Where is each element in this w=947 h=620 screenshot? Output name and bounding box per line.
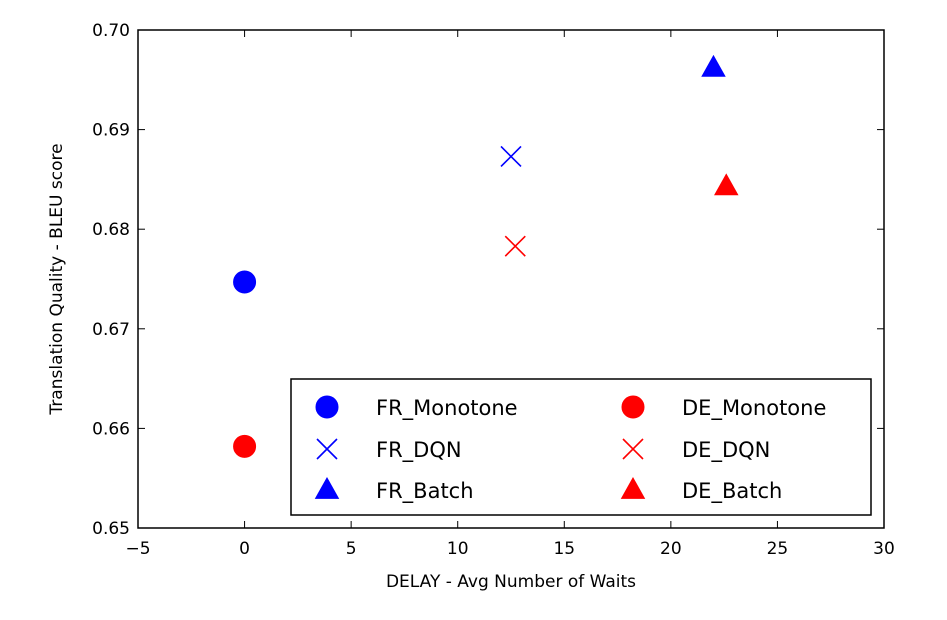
x-tick-label: 20	[660, 539, 682, 559]
legend-marker	[314, 476, 340, 499]
legend-label: FR_Batch	[376, 479, 474, 504]
y-axis-title: Translation Quality - BLEU score	[47, 143, 67, 415]
data-point	[504, 235, 526, 257]
legend-marker	[316, 438, 338, 460]
legend: FR_Monotone FR_DQN FR_Batch DE_Monotone DE_D…	[290, 378, 872, 516]
plot-frame	[137, 29, 885, 529]
y-tick-label: 0.68	[92, 220, 130, 240]
data-point	[233, 270, 257, 294]
legend-label: FR_DQN	[376, 438, 462, 463]
data-point	[233, 434, 257, 458]
x-tick-label: 15	[553, 539, 575, 559]
x-tick-label: −5	[125, 539, 150, 559]
data-point	[714, 173, 739, 196]
legend-marker	[621, 395, 645, 419]
legend-label: DE_DQN	[682, 438, 770, 463]
y-tick-label: 0.66	[92, 419, 130, 439]
y-tick-label: 0.67	[92, 320, 130, 340]
legend-label: DE_Monotone	[682, 396, 826, 421]
x-tick-label: 5	[346, 539, 357, 559]
points-layer	[233, 54, 739, 458]
y-tick-label: 0.70	[92, 21, 130, 41]
x-tick-label: 25	[767, 539, 789, 559]
legend-label: DE_Batch	[682, 479, 782, 504]
y-tick-label: 0.69	[92, 121, 130, 141]
data-point	[701, 54, 726, 77]
legend-box	[290, 378, 872, 516]
legend-marker	[620, 476, 646, 499]
x-tick-label: 30	[873, 539, 895, 559]
x-tick-label: 10	[447, 539, 469, 559]
x-axis-title: DELAY - Avg Number of Waits	[386, 572, 636, 592]
data-point	[500, 145, 522, 168]
legend-label: FR_Monotone	[376, 396, 518, 421]
legend-marker	[315, 395, 339, 419]
x-tick-label: 0	[239, 539, 250, 559]
ticks-layer: −5 0 5 10 15 20 25 30 0.65 0.66 0.67 0.68 0.69 0.70	[92, 21, 895, 559]
y-tick-label: 0.65	[92, 519, 130, 539]
legend-marker	[622, 438, 644, 460]
